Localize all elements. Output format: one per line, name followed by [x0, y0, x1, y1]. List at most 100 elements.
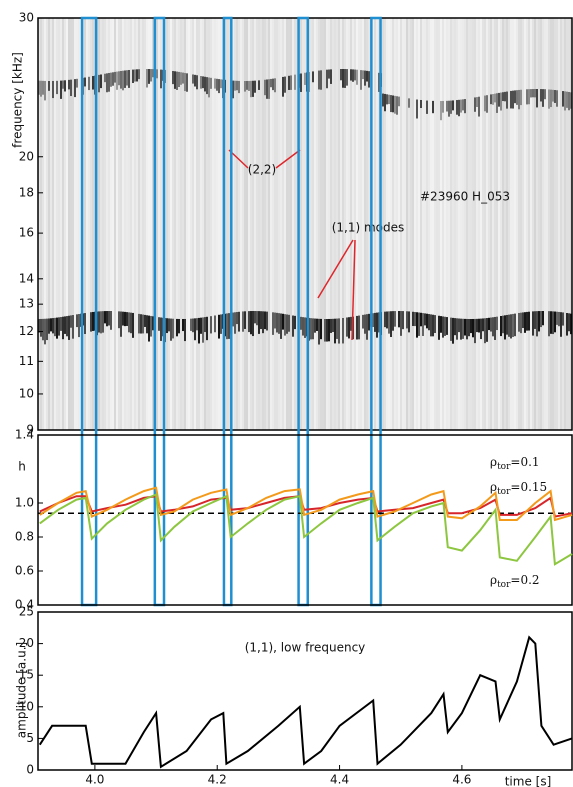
- y-axis-label: h: [18, 460, 26, 474]
- spectrogram-band: [102, 311, 104, 333]
- spectrogram-stripe: [130, 18, 132, 430]
- spectrogram-stripe: [84, 18, 86, 430]
- spectrogram-band: [470, 318, 472, 334]
- spectrogram-band: [466, 318, 468, 340]
- spectrogram-band: [104, 311, 106, 324]
- spectrogram-stripe: [418, 18, 420, 430]
- spectrogram-stripe: [274, 18, 276, 430]
- spectrogram-band: [454, 318, 456, 336]
- spectrogram-stripe: [368, 18, 370, 430]
- spectrogram-band: [216, 78, 218, 91]
- spectrogram-band: [500, 315, 502, 337]
- spectrogram-band: [416, 312, 418, 338]
- spectrogram-band: [132, 312, 134, 338]
- spectrogram-band: [62, 80, 64, 89]
- spectrogram-band: [532, 89, 534, 98]
- spectrogram-stripe: [538, 18, 540, 430]
- spectrogram-band: [270, 78, 272, 88]
- y-tick-label: 11: [19, 354, 34, 368]
- spectrogram-stripe: [262, 18, 264, 430]
- legend-text-part: ρ: [490, 573, 497, 587]
- spectrogram-band: [442, 100, 444, 113]
- spectrogram-stripe: [282, 18, 284, 430]
- spectrogram-stripe: [448, 18, 450, 430]
- spectrogram-band: [318, 318, 320, 345]
- spectrogram-band: [450, 100, 452, 114]
- spectrogram-stripe: [140, 18, 142, 430]
- spectrogram-band: [458, 99, 460, 117]
- spectrogram-band: [284, 76, 286, 93]
- spectrogram-band: [44, 318, 46, 345]
- spectrogram-band: [442, 316, 444, 338]
- spectrogram-stripe: [414, 18, 416, 430]
- spectrogram-band: [204, 317, 206, 333]
- spectrogram-band: [194, 74, 196, 87]
- spectrogram-stripe: [310, 18, 312, 430]
- spectrogram-stripe: [428, 18, 430, 430]
- spectrogram-band: [504, 315, 506, 340]
- spectrogram-stripe: [114, 18, 116, 430]
- spectrogram-band: [114, 71, 116, 83]
- spectrogram-stripe: [98, 18, 100, 430]
- spectrogram-band: [140, 314, 142, 334]
- spectrogram-band: [484, 95, 486, 112]
- spectrogram-background: [38, 18, 572, 430]
- spectrogram-band: [214, 315, 216, 333]
- spectrogram-band: [292, 315, 294, 337]
- spectrogram-band: [272, 312, 274, 335]
- spectrogram-band: [460, 99, 462, 113]
- legend-text-part: =0.2: [510, 573, 539, 587]
- spectrogram-band: [362, 314, 364, 329]
- spectrogram-band: [408, 311, 410, 333]
- spectrogram-band: [502, 315, 504, 334]
- spectrogram-band: [326, 69, 328, 89]
- spectrogram-band: [258, 311, 260, 334]
- spectrogram-band: [266, 79, 268, 99]
- spectrogram-stripe: [546, 18, 548, 430]
- spectrogram-band: [60, 80, 62, 99]
- spectrogram-band: [220, 314, 222, 334]
- spectrogram-stripe: [66, 18, 68, 430]
- spectrogram-band: [476, 97, 478, 107]
- spectrogram-band: [110, 311, 112, 330]
- legend-text-part: ρ: [490, 455, 497, 469]
- spectrogram-stripe: [528, 18, 530, 430]
- spectrogram-band: [118, 311, 120, 329]
- spectrogram-band: [192, 74, 194, 84]
- spectrogram-stripe: [212, 18, 214, 430]
- spectrogram-band: [150, 315, 152, 337]
- spectrogram-band: [534, 311, 536, 329]
- spectrogram-band: [392, 95, 394, 113]
- spectrogram-band: [464, 99, 466, 114]
- spectrogram-band: [152, 69, 154, 78]
- spectrogram-stripe: [554, 18, 556, 430]
- spectrogram-stripe: [378, 18, 380, 430]
- spectrogram-band: [134, 69, 136, 82]
- spectrogram-band: [556, 311, 558, 325]
- spectrogram-band: [334, 318, 336, 344]
- spectrogram-band: [64, 316, 66, 334]
- y-tick-label: 9: [26, 423, 34, 437]
- spectrogram-stripe: [302, 18, 304, 430]
- legend-label: ρtor=0.1: [490, 455, 540, 472]
- spectrogram-band: [512, 313, 514, 337]
- spectrogram-band: [388, 311, 390, 334]
- spectrogram-band: [70, 315, 72, 328]
- spectrogram-band: [72, 315, 74, 339]
- spectrogram-band: [252, 311, 254, 337]
- spectrogram-band: [522, 312, 524, 329]
- spectrogram-band: [104, 73, 106, 83]
- spectrogram-stripe: [144, 18, 146, 430]
- y-tick-label: 20: [19, 636, 34, 650]
- spectrogram-stripe: [174, 18, 176, 430]
- spectrogram-band: [274, 312, 276, 329]
- spectrogram-stripe: [482, 18, 484, 430]
- spectrogram-stripe: [330, 18, 332, 430]
- spectrogram-band: [228, 313, 230, 339]
- spectrogram-band: [534, 89, 536, 98]
- spectrogram-band: [488, 317, 490, 331]
- spectrogram-band: [250, 80, 252, 98]
- spectrogram-band: [60, 317, 62, 331]
- spectrogram-stripe: [406, 18, 408, 430]
- spectrogram-band: [340, 69, 342, 81]
